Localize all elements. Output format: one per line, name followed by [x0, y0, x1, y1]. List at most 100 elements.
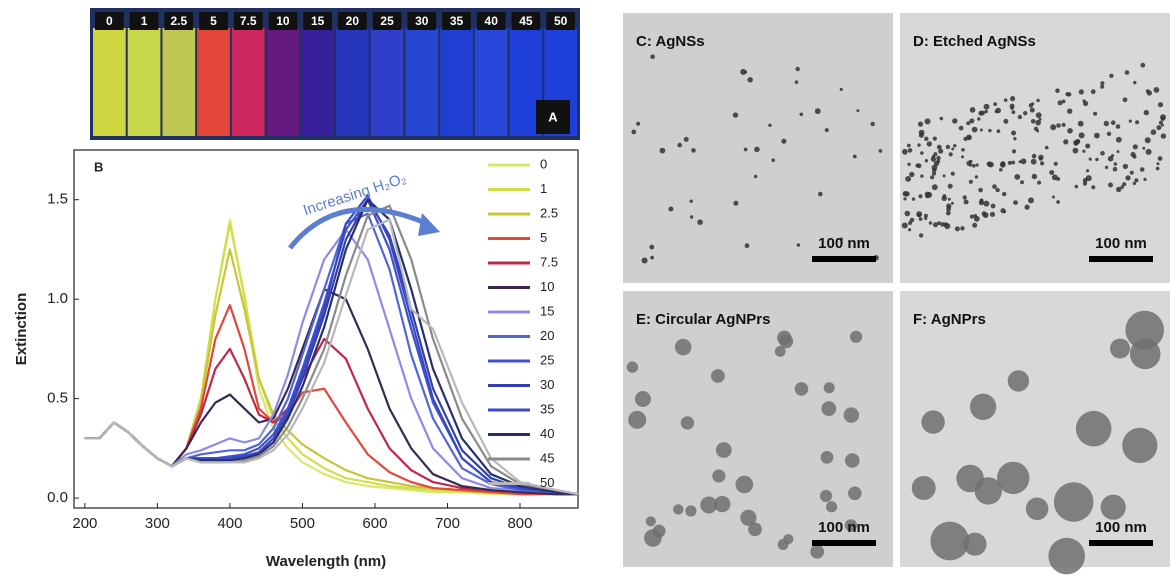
particle: [994, 109, 999, 114]
particle: [924, 159, 929, 163]
particle: [1033, 126, 1039, 131]
particle: [968, 179, 974, 184]
particle: [963, 199, 969, 205]
particle: [997, 461, 1030, 495]
particle: [992, 184, 997, 189]
particle: [649, 244, 655, 250]
vial-label: 35: [450, 14, 464, 28]
x-tick-label: 500: [290, 515, 315, 532]
particle: [977, 117, 981, 121]
particle: [974, 175, 979, 179]
particle: [923, 213, 928, 218]
particle: [744, 243, 750, 249]
vial-label: 2.5: [170, 14, 187, 28]
particle: [1082, 99, 1086, 103]
particle: [1125, 175, 1131, 181]
vial-label: 45: [519, 14, 533, 28]
vial-label: 7.5: [240, 14, 257, 28]
panel-label: B: [94, 159, 103, 174]
particle: [1103, 120, 1110, 127]
particle: [904, 210, 911, 217]
particle: [1000, 161, 1006, 167]
vial: [197, 28, 230, 136]
particle: [1132, 144, 1138, 150]
vial: [440, 28, 473, 136]
particle: [1075, 410, 1112, 447]
particle: [1160, 123, 1164, 127]
particle: [978, 200, 985, 206]
vial-cap: [303, 12, 332, 30]
vial: [127, 28, 161, 136]
particle: [1116, 186, 1122, 193]
particle: [936, 144, 942, 150]
particle: [988, 161, 994, 168]
particle: [774, 346, 786, 357]
particle: [1030, 158, 1037, 165]
scale-label: 100 nm: [1095, 519, 1147, 536]
particle: [1029, 107, 1035, 113]
particle: [794, 80, 799, 84]
particle: [1116, 150, 1120, 154]
particle: [947, 183, 953, 189]
particle: [1078, 132, 1085, 139]
particle: [748, 522, 762, 537]
particle: [1146, 90, 1152, 96]
particle: [1088, 157, 1092, 161]
vial-cap: [338, 12, 367, 30]
particle: [1110, 120, 1116, 125]
particle: [1003, 98, 1008, 102]
particle: [1067, 128, 1073, 134]
legend-label: 15: [540, 303, 554, 318]
legend-label: 5: [540, 230, 547, 245]
vial-label: 10: [276, 14, 290, 28]
particle: [1094, 132, 1100, 139]
particle: [1113, 162, 1118, 166]
panel-title: C: AgNSs: [636, 33, 705, 50]
particle: [1115, 136, 1122, 143]
legend-label: 0: [540, 156, 547, 171]
particle: [1014, 174, 1021, 180]
particle: [1072, 147, 1079, 154]
particle: [683, 136, 689, 142]
particle: [1044, 145, 1049, 150]
particle: [1153, 87, 1160, 93]
particle: [652, 524, 666, 538]
particle: [641, 257, 648, 264]
particle: [1003, 210, 1007, 214]
particle: [689, 215, 694, 219]
particle: [740, 68, 747, 75]
particle: [674, 338, 692, 356]
particle: [1122, 97, 1128, 103]
particle: [1157, 102, 1164, 108]
particle: [906, 143, 911, 148]
particle: [999, 168, 1003, 172]
particle: [920, 174, 924, 178]
scale-label: 100 nm: [818, 235, 870, 252]
particle: [920, 151, 924, 155]
x-axis-label: Wavelength (nm): [266, 553, 386, 570]
particle: [1018, 160, 1022, 164]
particle: [712, 469, 726, 483]
particle: [907, 162, 911, 166]
particle: [950, 201, 954, 205]
scale-label: 100 nm: [1095, 235, 1147, 252]
legend-label: 7.5: [540, 254, 558, 269]
vial-label: 1: [141, 14, 148, 28]
particle: [939, 116, 944, 121]
particle: [1090, 89, 1096, 95]
particle: [747, 77, 753, 83]
vial: [93, 28, 126, 136]
panel-title: D: Etched AgNSs: [913, 33, 1036, 50]
panel-label: A: [548, 109, 558, 124]
panel-title: F: AgNPrs: [913, 311, 986, 328]
particle: [937, 221, 941, 226]
tem-image: [621, 11, 895, 285]
particle: [931, 184, 938, 191]
particle: [1095, 157, 1099, 162]
particle: [777, 539, 789, 550]
particle: [1078, 89, 1084, 95]
particle: [971, 163, 976, 168]
particle: [969, 393, 997, 420]
particle: [1112, 166, 1118, 172]
particle: [982, 212, 989, 219]
